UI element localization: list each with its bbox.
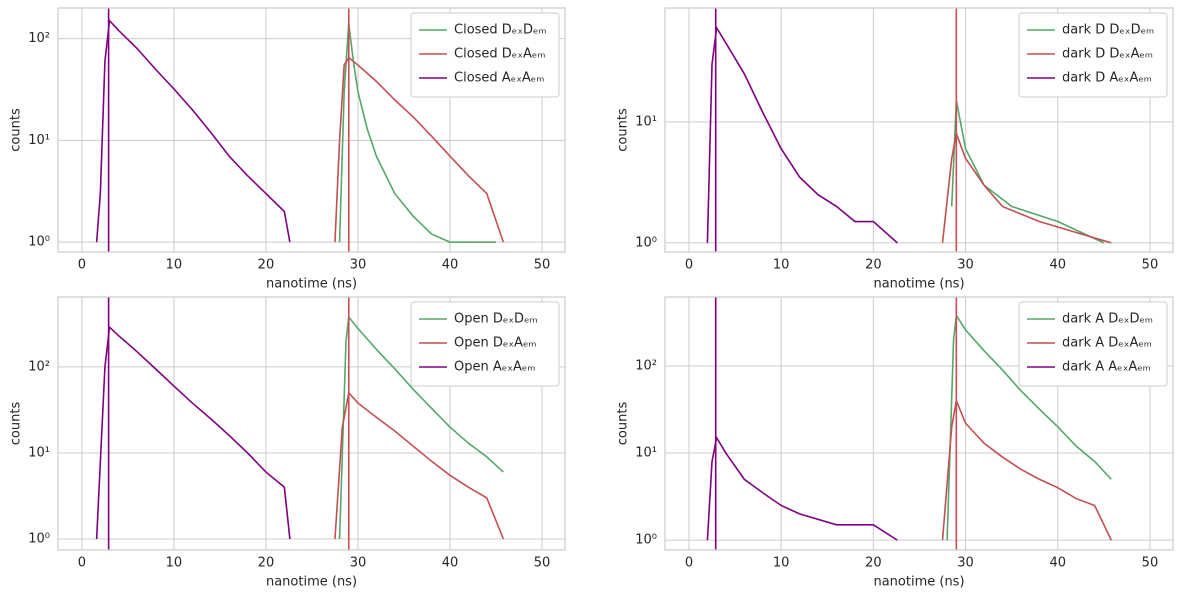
x-tick-label: 10 — [166, 556, 183, 571]
x-tick-label: 50 — [1142, 556, 1159, 571]
series-line — [95, 325, 291, 540]
x-tick-label: 20 — [865, 556, 882, 571]
x-tick-label: 50 — [534, 258, 551, 273]
y-axis-label: counts — [9, 402, 24, 446]
x-axis-label: nanotime (ns) — [266, 277, 357, 292]
x-tick-label: 0 — [685, 258, 693, 273]
x-tick-label: 10 — [773, 258, 790, 273]
legend-label: dark D DₑₓDₑₘ — [1062, 23, 1154, 38]
x-tick-label: 40 — [442, 258, 459, 273]
plot-frame — [664, 296, 1174, 551]
subplot: 0 10 20 30 40 50 10⁰ 10¹ 10² nanotime (ns) counts d… — [616, 296, 1174, 590]
y-tick-label: 10⁰ — [635, 533, 657, 548]
y-tick-label: 10² — [635, 358, 657, 373]
x-tick-label: 0 — [685, 556, 693, 571]
subplot: 0 10 20 30 40 50 10⁰ 10¹ 10² nanotime (ns) counts O… — [9, 296, 566, 590]
x-tick-label: 20 — [865, 258, 882, 273]
legend-label: dark A DₑₓDₑₘ — [1062, 312, 1153, 327]
x-tick-label: 10 — [773, 556, 790, 571]
y-axis-label: counts — [616, 108, 631, 152]
legend-label: Closed DₑₓDₑₘ — [454, 23, 547, 38]
x-tick-label: 30 — [957, 556, 974, 571]
legend-label: dark D AₑₓAₑₘ — [1062, 71, 1152, 86]
x-tick-label: 0 — [78, 556, 86, 571]
x-tick-label: 20 — [258, 556, 275, 571]
legend-label: dark A DₑₓAₑₘ — [1062, 336, 1152, 351]
y-tick-label: 10⁰ — [28, 532, 50, 547]
legend-label: Closed AₑₓAₑₘ — [454, 71, 544, 86]
plot-frame — [57, 296, 566, 551]
legend-box — [410, 12, 560, 98]
x-tick-label: 50 — [534, 556, 551, 571]
y-tick-label: 10⁰ — [28, 235, 50, 250]
x-tick-label: 20 — [258, 258, 275, 273]
series-line — [334, 391, 505, 540]
y-tick-label: 10¹ — [28, 133, 50, 148]
series-line — [706, 25, 898, 244]
series-line — [334, 56, 505, 243]
legend-label: dark D DₑₓAₑₘ — [1062, 47, 1153, 62]
y-tick-label: 10¹ — [635, 446, 657, 461]
legend-label: Open DₑₓDₑₘ — [454, 312, 538, 327]
y-axis-label: counts — [9, 108, 24, 152]
series-line — [941, 130, 1112, 244]
x-tick-label: 30 — [350, 556, 367, 571]
legend-label: Open AₑₓAₑₘ — [454, 360, 535, 375]
legend-label: Open DₑₓAₑₘ — [454, 336, 536, 351]
x-axis-label: nanotime (ns) — [873, 575, 964, 590]
y-tick-label: 10² — [28, 359, 50, 374]
y-tick-label: 10⁰ — [635, 235, 657, 250]
legend-box — [410, 301, 560, 387]
x-axis-label: nanotime (ns) — [873, 277, 964, 292]
legend-label: dark A AₑₓAₑₘ — [1062, 360, 1151, 375]
subplot: 0 10 20 30 40 50 10⁰ 10¹ nanotime (ns) counts dark… — [616, 7, 1174, 292]
subplot: 0 10 20 30 40 50 10⁰ 10¹ 10² nanotime (ns) counts C… — [9, 7, 566, 292]
plot-frame — [57, 7, 566, 253]
legend-box — [1018, 301, 1168, 387]
x-tick-label: 40 — [442, 556, 459, 571]
x-tick-label: 50 — [1142, 258, 1159, 273]
y-axis-label: counts — [616, 402, 631, 446]
x-tick-label: 40 — [1049, 556, 1066, 571]
x-tick-label: 0 — [78, 258, 86, 273]
x-tick-label: 40 — [1049, 258, 1066, 273]
legend-label: Closed DₑₓAₑₘ — [454, 47, 545, 62]
plot-frame — [664, 7, 1174, 253]
y-tick-label: 10¹ — [635, 114, 657, 129]
x-tick-label: 30 — [350, 258, 367, 273]
x-tick-label: 10 — [166, 258, 183, 273]
legend-box — [1018, 12, 1168, 98]
x-tick-label: 30 — [957, 258, 974, 273]
y-tick-label: 10¹ — [28, 445, 50, 460]
series-line — [95, 18, 291, 243]
y-tick-label: 10² — [28, 31, 50, 46]
x-axis-label: nanotime (ns) — [266, 575, 357, 590]
